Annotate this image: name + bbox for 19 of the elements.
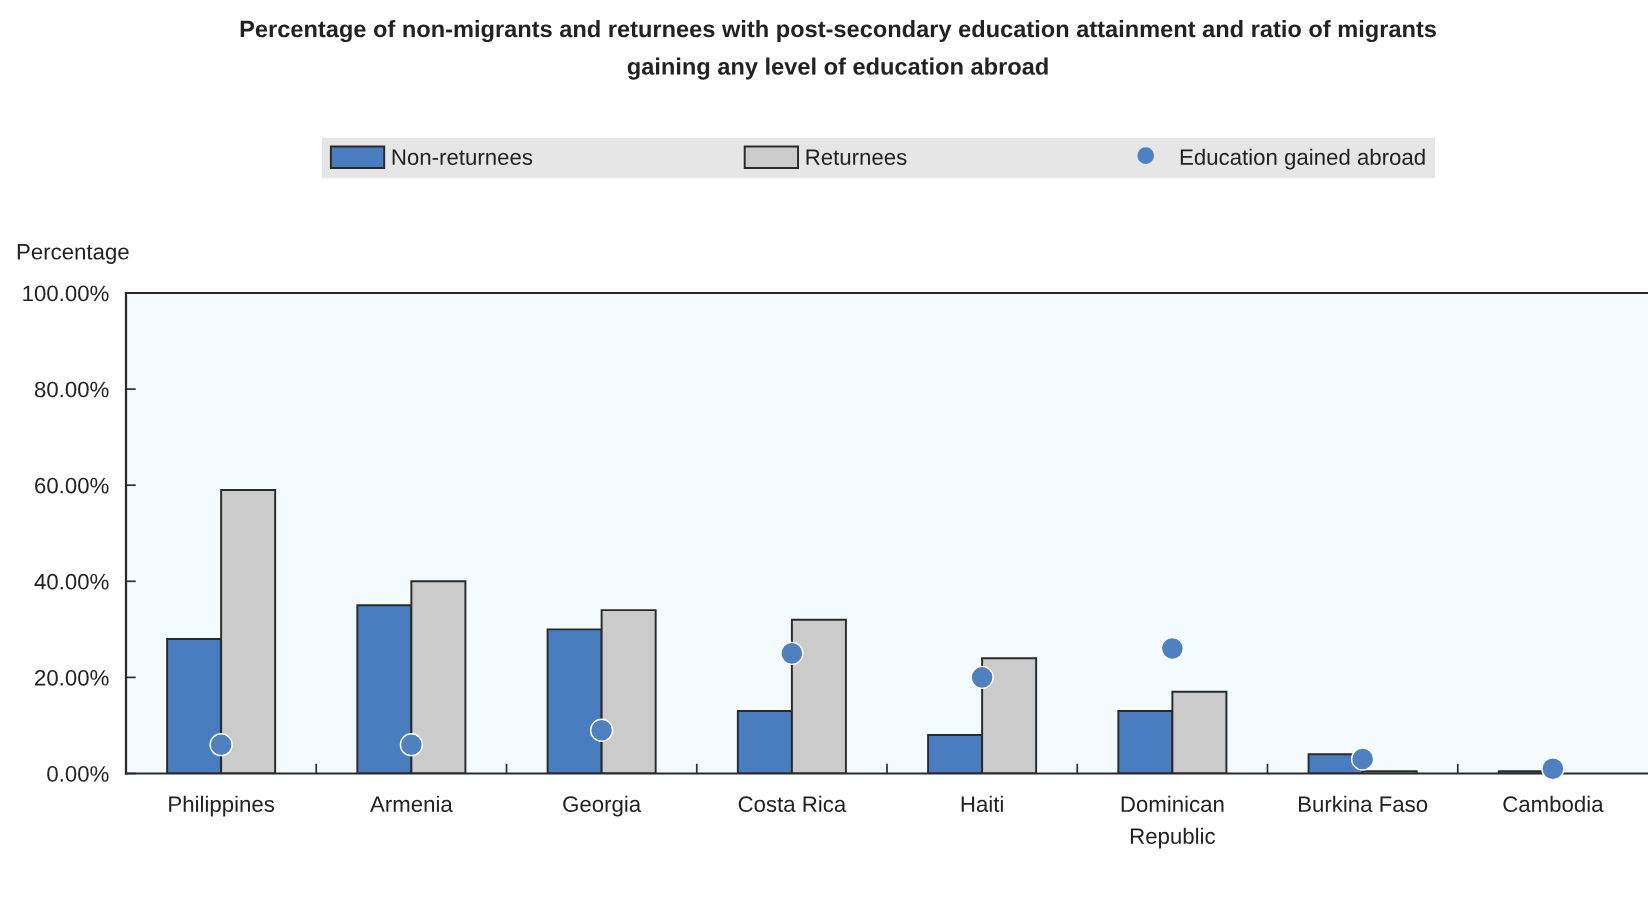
x-tick-label: Armenia — [370, 795, 453, 813]
legend-label: Education gained abroad — [1180, 148, 1425, 170]
y-tick-label: 40.00% — [34, 573, 109, 590]
y-tick-label: 80.00% — [34, 381, 109, 398]
legend-label: Returnees — [806, 149, 907, 166]
y-tick-label: 0.00% — [47, 766, 109, 782]
x-tick-label: Philippines — [169, 795, 275, 817]
y-tick-label: 20.00% — [35, 669, 109, 686]
x-tick-label: Dominican Republic — [1121, 795, 1224, 849]
x-tick-label: Haiti — [961, 795, 1003, 813]
x-tick-label: Burkina Faso — [1298, 795, 1428, 813]
y-tick-label: 60.00% — [35, 477, 109, 494]
y-tick-label: 100.00% — [23, 285, 109, 302]
x-tick-label: Georgia — [563, 795, 642, 817]
y-axis-title: Percentage — [17, 244, 129, 264]
legend-label: Non-returnees — [392, 149, 533, 166]
x-tick-label: Costa Rica — [738, 795, 847, 813]
x-tick-label: Cambodia — [1503, 795, 1604, 813]
chart-title: Percentage of non-migrants and returnees with post-secondary education attainment and ratio of migrants gaining any level of education abroad — [240, 20, 1436, 80]
